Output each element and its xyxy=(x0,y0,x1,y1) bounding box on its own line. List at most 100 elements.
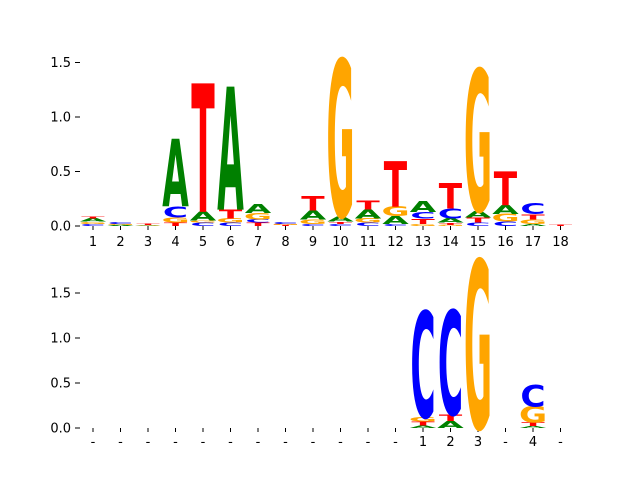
logo-letter-A: A xyxy=(162,122,189,229)
logo-letter-T: T xyxy=(136,223,160,225)
x-tick-label: 1 xyxy=(419,435,427,450)
logo-letter-G: G xyxy=(216,217,244,224)
logo-letter-G: G xyxy=(519,218,547,225)
x-tick-label: 17 xyxy=(525,235,542,250)
x-tick-label: - xyxy=(173,435,178,450)
x-tick-label: - xyxy=(366,435,371,450)
logo-letter-T: T xyxy=(164,222,188,227)
x-tick-label: - xyxy=(558,435,563,450)
x-tick-label: 13 xyxy=(415,235,432,250)
logo-letter-G: G xyxy=(189,220,217,224)
x-tick-label: - xyxy=(201,435,206,450)
logo-letter-A: A xyxy=(190,210,217,224)
logo-letter-A: A xyxy=(437,217,464,224)
x-tick-label: - xyxy=(256,435,261,450)
top-logo-panel: 0.00.51.01.51 2 3 4 5 6 7 8 9 10 11 12 13 14 15 16 17 18C… xyxy=(50,18,573,268)
logo-letter-T: T xyxy=(384,148,408,221)
logo-letter-G: G xyxy=(464,214,492,480)
x-tick-label: - xyxy=(146,435,151,450)
x-tick-label: 7 xyxy=(254,235,262,250)
logo-letter-G: G xyxy=(409,416,437,423)
logo-letter-A: A xyxy=(520,223,547,227)
logo-letter-G: G xyxy=(161,216,189,225)
logo-letter-A: A xyxy=(245,202,272,216)
logo-letter-A: A xyxy=(437,419,464,430)
logo-letter-C: C xyxy=(493,220,518,227)
logo-letter-G: G xyxy=(271,223,299,225)
logo-letter-T: T xyxy=(521,422,545,428)
logo-letter-C: C xyxy=(520,379,545,414)
x-tick-label: 15 xyxy=(470,235,487,250)
x-tick-label: 9 xyxy=(309,235,317,250)
x-tick-label: 3 xyxy=(144,235,152,250)
logo-letter-T: T xyxy=(439,413,462,423)
logo-letter-T: T xyxy=(219,208,243,222)
logo-letter-G: G xyxy=(106,223,134,225)
logo-letter-A: A xyxy=(107,225,134,227)
logo-letter-G: G xyxy=(464,31,492,257)
x-tick-label: 3 xyxy=(474,435,482,450)
y-tick-label: 0.0 xyxy=(50,422,71,437)
logo-letter-G: G xyxy=(134,225,162,226)
x-tick-label: 18 xyxy=(552,235,569,250)
x-tick-label: 8 xyxy=(281,235,289,250)
logo-letter-T: T xyxy=(411,217,434,226)
x-tick-label: 2 xyxy=(446,435,454,450)
logo-letter-T: T xyxy=(494,162,518,217)
logo-letter-T: T xyxy=(246,222,270,227)
x-tick-label: - xyxy=(393,435,398,450)
logo-letter-C: C xyxy=(80,223,105,227)
logo-letter-A: A xyxy=(410,425,437,429)
x-tick-label: 6 xyxy=(226,235,234,250)
y-tick-label: 1.0 xyxy=(50,332,71,347)
logo-letter-A: A xyxy=(80,217,107,222)
logo-letter-T: T xyxy=(301,193,324,216)
logo-letter-C: C xyxy=(383,223,408,227)
logo-letter-T: T xyxy=(329,221,353,225)
y-tick-label: 0.5 xyxy=(50,377,71,392)
x-tick-label: 4 xyxy=(529,435,537,450)
logo-letter-A: A xyxy=(410,198,437,216)
logo-letter-C: C xyxy=(438,207,463,222)
y-tick-label: 1.5 xyxy=(50,287,71,302)
logo-letter-G: G xyxy=(326,18,354,268)
logo-letter-G: G xyxy=(79,221,107,225)
logo-letter-T: T xyxy=(439,178,463,218)
logo-letter-A: A xyxy=(135,225,162,226)
logo-letter-G: G xyxy=(244,211,272,221)
logo-letter-C: C xyxy=(190,222,215,227)
x-tick-label: 16 xyxy=(497,235,514,250)
logo-letter-G: G xyxy=(436,225,464,227)
logo-letter-A: A xyxy=(327,215,355,224)
logo-letter-G: G xyxy=(299,218,327,225)
logo-letter-A: A xyxy=(465,209,492,219)
x-tick-label: - xyxy=(503,435,508,450)
logo-letter-A: A xyxy=(492,203,519,217)
logo-letter-A: A xyxy=(217,53,244,250)
x-tick-label: - xyxy=(311,435,316,450)
x-tick-label: - xyxy=(283,435,288,450)
x-tick-label: - xyxy=(91,435,96,450)
logo-letter-A: A xyxy=(520,426,547,429)
x-tick-label: 12 xyxy=(387,235,404,250)
logo-letter-T: T xyxy=(274,225,298,227)
x-tick-label: 10 xyxy=(332,235,349,250)
x-tick-label: - xyxy=(118,435,123,450)
y-tick-label: 0.5 xyxy=(50,165,71,180)
logo-letter-G: G xyxy=(491,212,519,224)
logo-letter-C: C xyxy=(163,204,188,222)
x-tick-label: - xyxy=(338,435,343,450)
x-tick-label: 1 xyxy=(89,235,97,250)
logo-letter-C: C xyxy=(108,221,133,225)
logo-letter-C: C xyxy=(328,223,353,227)
logo-letter-C: C xyxy=(520,200,545,218)
logo-letter-C: C xyxy=(438,281,463,449)
logo-letter-C: C xyxy=(218,222,243,227)
x-tick-label: 5 xyxy=(199,235,207,250)
logo-letter-C: C xyxy=(355,222,380,227)
logo-letter-C: C xyxy=(410,282,435,451)
logo-letter-C: C xyxy=(300,223,325,227)
logo-letter-T: T xyxy=(521,213,544,222)
logo-letter-T: T xyxy=(466,216,489,225)
